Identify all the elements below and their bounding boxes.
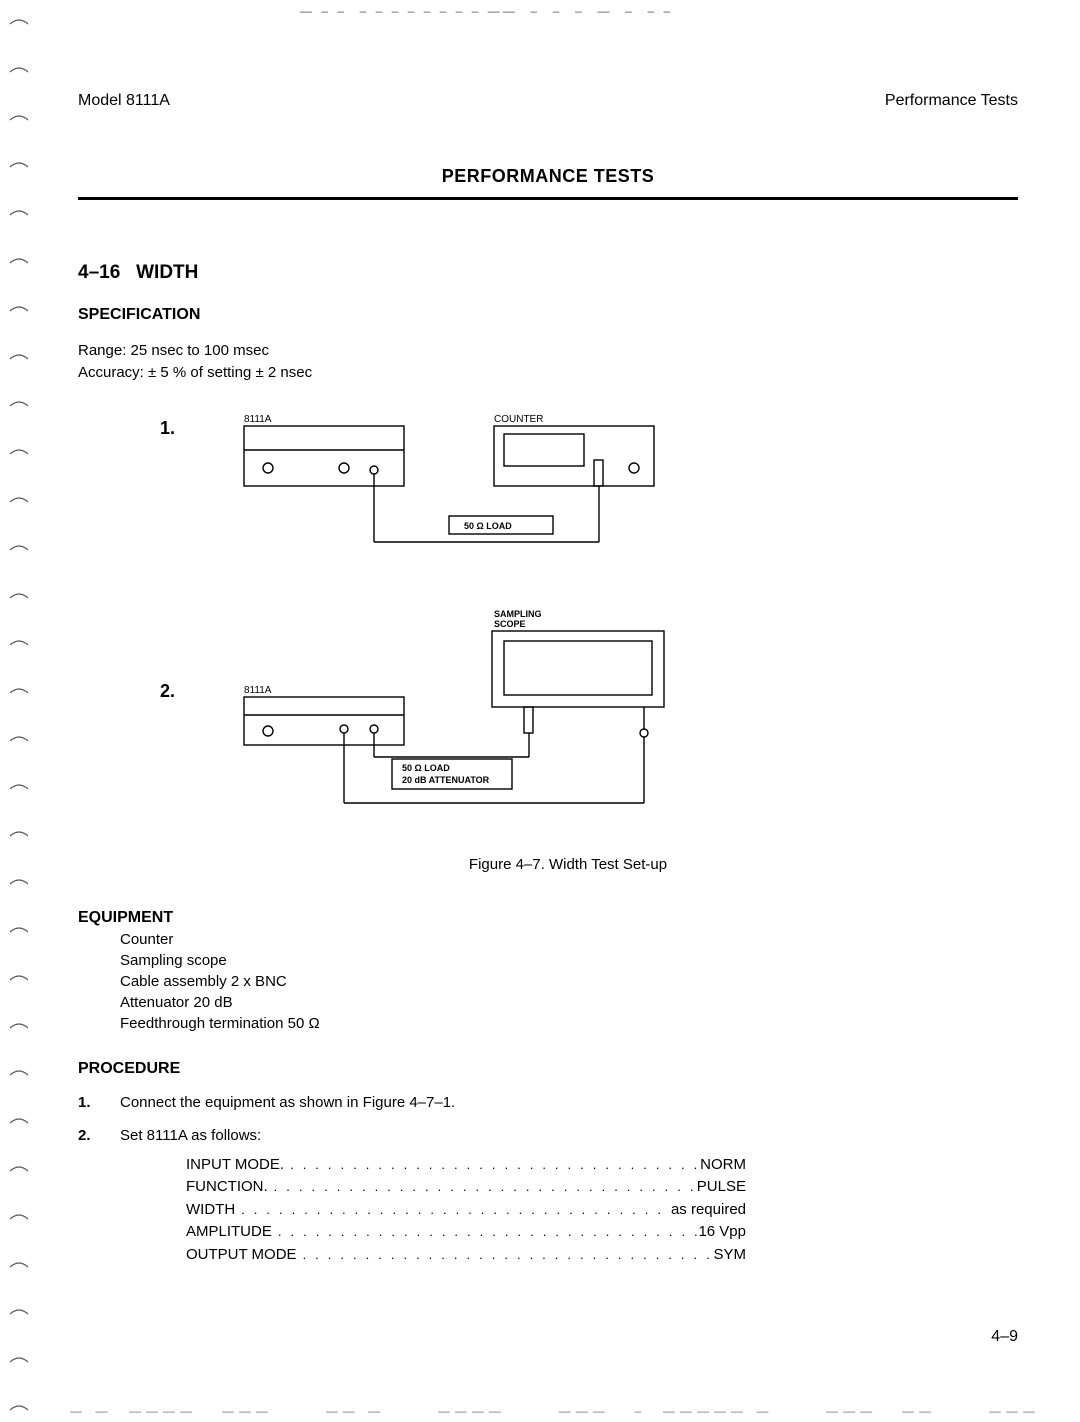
binding-mark	[10, 448, 28, 456]
section-heading: 4–16 WIDTH	[78, 262, 1018, 284]
binding-mark	[10, 161, 28, 169]
binding-mark	[10, 1165, 28, 1173]
setting-row: OUTPUT MODE.............................…	[186, 1244, 746, 1267]
binding-mark	[10, 305, 28, 313]
setting-value: SYM	[713, 1244, 746, 1267]
diagram-1: 1. 8111A COUNTER	[78, 412, 1018, 577]
binding-mark	[10, 544, 28, 552]
setting-row: WIDTH..................................a…	[186, 1199, 746, 1222]
spec-range: Range: 25 nsec to 100 msec	[78, 340, 1018, 362]
step-number: 1.	[78, 1094, 120, 1111]
leader-dots: ..................................	[297, 1245, 714, 1265]
binding-mark	[10, 66, 28, 74]
header-right: Performance Tests	[885, 92, 1018, 110]
step-text: Set 8111A as follows:	[120, 1127, 261, 1144]
binding-mark	[10, 209, 28, 217]
binding-mark	[10, 1356, 28, 1364]
procedure-heading: PROCEDURE	[78, 1060, 1018, 1078]
diagram-2-scope-label-a: SAMPLING	[494, 609, 542, 619]
binding-marks	[6, 0, 36, 1422]
binding-mark	[10, 1404, 28, 1412]
page-number: 4–9	[991, 1328, 1018, 1346]
diagram-2-number: 2.	[160, 681, 220, 702]
setting-label: OUTPUT MODE	[186, 1244, 297, 1267]
setting-label: FUNCTION.	[186, 1176, 268, 1199]
setting-value: NORM	[700, 1154, 746, 1177]
setting-value: as required	[671, 1199, 746, 1222]
binding-mark	[10, 1022, 28, 1030]
section-number: 4–16	[78, 262, 120, 283]
list-item: Sampling scope	[120, 950, 1018, 971]
step-text: Connect the equipment as shown in Figure…	[120, 1094, 455, 1111]
spec-text: Range: 25 nsec to 100 msec Accuracy: ± 5…	[78, 340, 1018, 384]
header-left: Model 8111A	[78, 92, 170, 110]
binding-mark	[10, 974, 28, 982]
step-number: 2.	[78, 1127, 120, 1144]
binding-mark	[10, 114, 28, 122]
procedure-step-2: 2. Set 8111A as follows:	[78, 1127, 1018, 1144]
leader-dots: ..................................	[284, 1155, 700, 1175]
page-title: PERFORMANCE TESTS	[78, 166, 1018, 187]
binding-mark	[10, 1117, 28, 1125]
list-item: Attenuator 20 dB	[120, 992, 1018, 1013]
scan-artifact-bottom: — — ———— ——— —— — ———— ——— – ————— — ———…	[70, 1404, 1040, 1418]
diagram-2: 2. SAMPLING SCOPE 8111A	[78, 607, 1018, 832]
diagram-2-scope-label-b: SCOPE	[494, 619, 526, 629]
binding-mark	[10, 353, 28, 361]
binding-mark	[10, 257, 28, 265]
setting-row: FUNCTION................................…	[186, 1176, 746, 1199]
binding-mark	[10, 592, 28, 600]
diagram-1-counter-label: COUNTER	[494, 414, 543, 425]
binding-mark	[10, 1261, 28, 1269]
binding-mark	[10, 926, 28, 934]
equipment-heading: EQUIPMENT	[78, 909, 1018, 927]
binding-mark	[10, 687, 28, 695]
binding-mark	[10, 496, 28, 504]
leader-dots: ..................................	[235, 1200, 671, 1220]
section-label: WIDTH	[136, 262, 198, 283]
procedure-step-1: 1. Connect the equipment as shown in Fig…	[78, 1094, 1018, 1111]
binding-mark	[10, 783, 28, 791]
figure-caption: Figure 4–7. Width Test Set-up	[78, 856, 1018, 873]
diagram-2-device-label: 8111A	[244, 685, 272, 696]
binding-mark	[10, 1069, 28, 1077]
page-header: Model 8111A Performance Tests	[78, 0, 1018, 110]
equipment-list: Counter Sampling scope Cable assembly 2 …	[78, 929, 1018, 1034]
diagram-2-load-a: 50 Ω LOAD	[402, 763, 450, 773]
list-item: Counter	[120, 929, 1018, 950]
diagram-1-load-label: 50 Ω LOAD	[464, 521, 512, 531]
setting-label: AMPLITUDE	[186, 1221, 272, 1244]
binding-mark	[10, 878, 28, 886]
spec-heading: SPECIFICATION	[78, 306, 1018, 324]
binding-mark	[10, 400, 28, 408]
binding-mark	[10, 830, 28, 838]
binding-mark	[10, 1308, 28, 1316]
diagram-2-load-b: 20 dB ATTENUATOR	[402, 775, 490, 785]
setting-value: 16 Vpp	[698, 1221, 746, 1244]
setting-label: WIDTH	[186, 1199, 235, 1222]
spec-accuracy: Accuracy: ± 5 % of setting ± 2 nsec	[78, 362, 1018, 384]
setting-label: INPUT MODE.	[186, 1154, 284, 1177]
setting-row: INPUT MODE..............................…	[186, 1154, 746, 1177]
list-item: Feedthrough termination 50 Ω	[120, 1013, 1018, 1034]
binding-mark	[10, 735, 28, 743]
leader-dots: ..................................	[272, 1222, 699, 1242]
binding-mark	[10, 18, 28, 26]
diagram-2-svg: SAMPLING SCOPE 8111A	[224, 607, 744, 832]
diagram-1-device-label: 8111A	[244, 414, 272, 425]
leader-dots: ..................................	[268, 1177, 697, 1197]
diagram-1-number: 1.	[160, 418, 220, 439]
title-rule	[78, 197, 1018, 200]
binding-mark	[10, 1213, 28, 1221]
binding-mark	[10, 639, 28, 647]
setting-value: PULSE	[697, 1176, 746, 1199]
diagram-1-svg: 8111A COUNTER 50 Ω LOAD	[224, 412, 724, 577]
setting-row: AMPLITUDE...............................…	[186, 1221, 746, 1244]
page: Model 8111A Performance Tests PERFORMANC…	[78, 0, 1018, 1266]
list-item: Cable assembly 2 x BNC	[120, 971, 1018, 992]
settings-table: INPUT MODE..............................…	[78, 1154, 1018, 1267]
